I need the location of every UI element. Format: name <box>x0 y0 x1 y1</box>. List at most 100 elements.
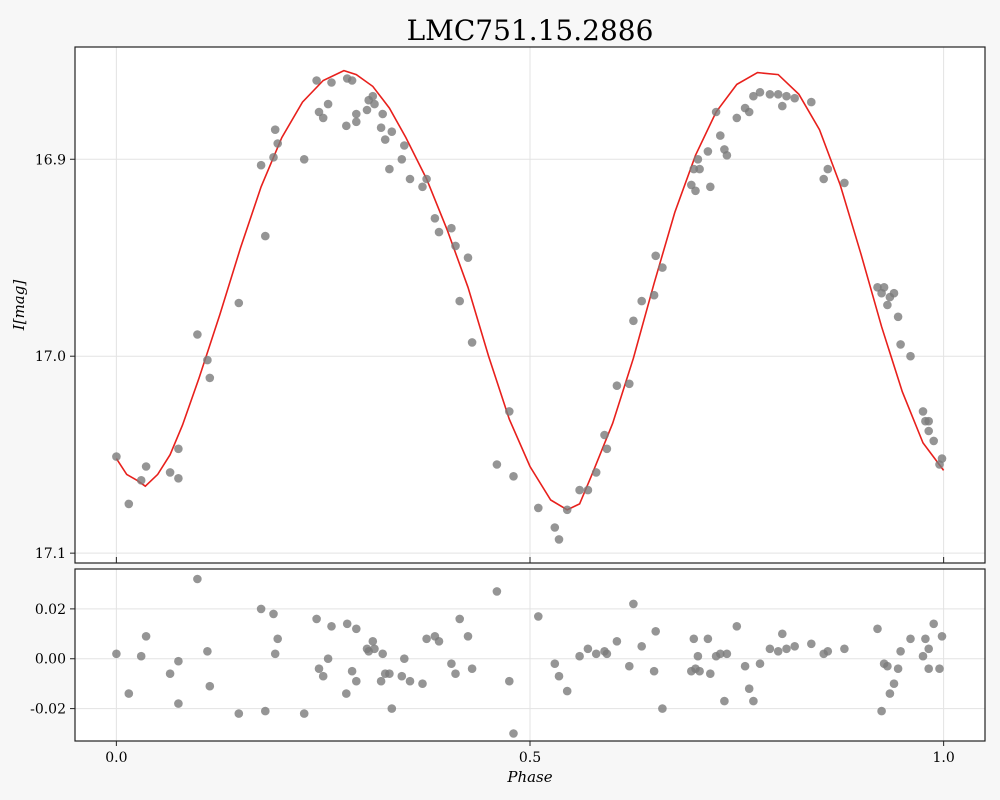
residual-point <box>924 644 933 654</box>
observed-point <box>896 340 905 349</box>
residual-point <box>205 681 215 691</box>
observed-point <box>505 407 514 416</box>
residual-point <box>463 632 473 641</box>
residual-point <box>193 574 202 584</box>
observed-point <box>924 426 933 436</box>
observed-point <box>467 338 477 347</box>
residual-points-layer <box>112 574 947 738</box>
residual-point <box>765 644 775 654</box>
residual-point <box>935 664 944 673</box>
observed-point <box>405 174 415 184</box>
residual-point <box>583 644 593 654</box>
residual-point <box>165 669 175 678</box>
residual-point <box>703 634 713 644</box>
observed-point <box>112 452 121 461</box>
residual-point <box>273 634 283 644</box>
residual-point <box>261 706 270 716</box>
main-y-tick-label: 17.1 <box>35 546 66 562</box>
x-tick-label: 0.5 <box>519 750 541 766</box>
observed-point <box>269 153 278 162</box>
residual-point <box>376 676 386 686</box>
residual-point <box>318 671 328 681</box>
residual-point <box>455 614 465 624</box>
observed-point <box>376 123 386 132</box>
residual-point <box>342 619 352 629</box>
residual-point <box>790 642 799 651</box>
residual-point <box>400 654 409 663</box>
residual-point <box>937 632 947 641</box>
observed-point <box>299 155 309 164</box>
residual-point <box>720 696 729 706</box>
observed-point <box>629 316 638 326</box>
observed-point <box>534 503 543 513</box>
residual-point <box>722 649 732 659</box>
residual-point <box>269 609 278 619</box>
observed-point <box>124 499 134 509</box>
residual-point <box>749 696 758 706</box>
residual-point <box>234 709 244 718</box>
residual-point <box>840 644 849 654</box>
residual-point <box>773 647 783 656</box>
residual-point <box>370 644 379 654</box>
residual-point <box>385 669 394 678</box>
main-y-axis-label: I[mag] <box>10 280 28 332</box>
observed-point <box>174 444 183 454</box>
residual-point <box>136 651 146 661</box>
observed-point <box>823 164 833 174</box>
residual-point <box>174 656 183 666</box>
observed-point <box>385 164 394 174</box>
observed-point <box>261 231 270 241</box>
main-y-tick-label: 16.9 <box>35 152 66 168</box>
observed-point <box>203 355 212 365</box>
residual-point <box>112 649 121 659</box>
residual-point <box>823 647 833 656</box>
residual-point <box>505 676 514 686</box>
residual-point <box>651 627 660 636</box>
residual-point <box>906 634 915 644</box>
observed-point <box>362 105 372 115</box>
residual-point <box>368 637 378 646</box>
observed-point <box>732 113 742 123</box>
observed-point <box>625 379 634 389</box>
residual-point <box>550 659 560 668</box>
observed-point <box>583 485 593 495</box>
observed-point <box>165 468 175 477</box>
observed-point <box>370 99 379 109</box>
observed-point <box>422 174 431 184</box>
observed-point <box>418 182 427 192</box>
residual-point <box>782 644 791 654</box>
residual-point <box>575 651 584 661</box>
observed-point <box>591 468 601 477</box>
residual-point <box>591 649 601 659</box>
residual-point <box>744 684 754 693</box>
observed-point <box>434 227 444 237</box>
x-axis-label: Phase <box>506 768 552 786</box>
residual-grid <box>75 569 985 741</box>
observed-point <box>773 90 783 99</box>
observed-point <box>397 155 407 164</box>
residual-point <box>658 704 667 713</box>
residual-point <box>889 679 899 688</box>
observed-point <box>352 117 361 127</box>
residual-point <box>918 651 928 661</box>
main-y-tick-label: 17.0 <box>35 349 66 365</box>
residual-point <box>314 664 324 673</box>
residual-point <box>397 671 407 681</box>
residual-point <box>141 632 151 641</box>
observed-point <box>141 462 151 471</box>
residual-point <box>323 654 333 663</box>
observed-point <box>562 505 572 515</box>
observed-point <box>778 101 787 111</box>
chart-title: LMC751.15.2886 <box>407 14 654 47</box>
residual-point <box>893 664 903 673</box>
residual-point <box>347 666 357 676</box>
residual-point <box>299 709 309 718</box>
observed-point <box>342 121 351 131</box>
observed-point <box>554 535 564 544</box>
residual-point <box>352 624 361 634</box>
observed-point <box>879 283 889 292</box>
observed-point <box>929 436 938 446</box>
observed-point <box>612 381 622 391</box>
residual-point <box>342 689 351 698</box>
residual-point <box>405 676 415 686</box>
